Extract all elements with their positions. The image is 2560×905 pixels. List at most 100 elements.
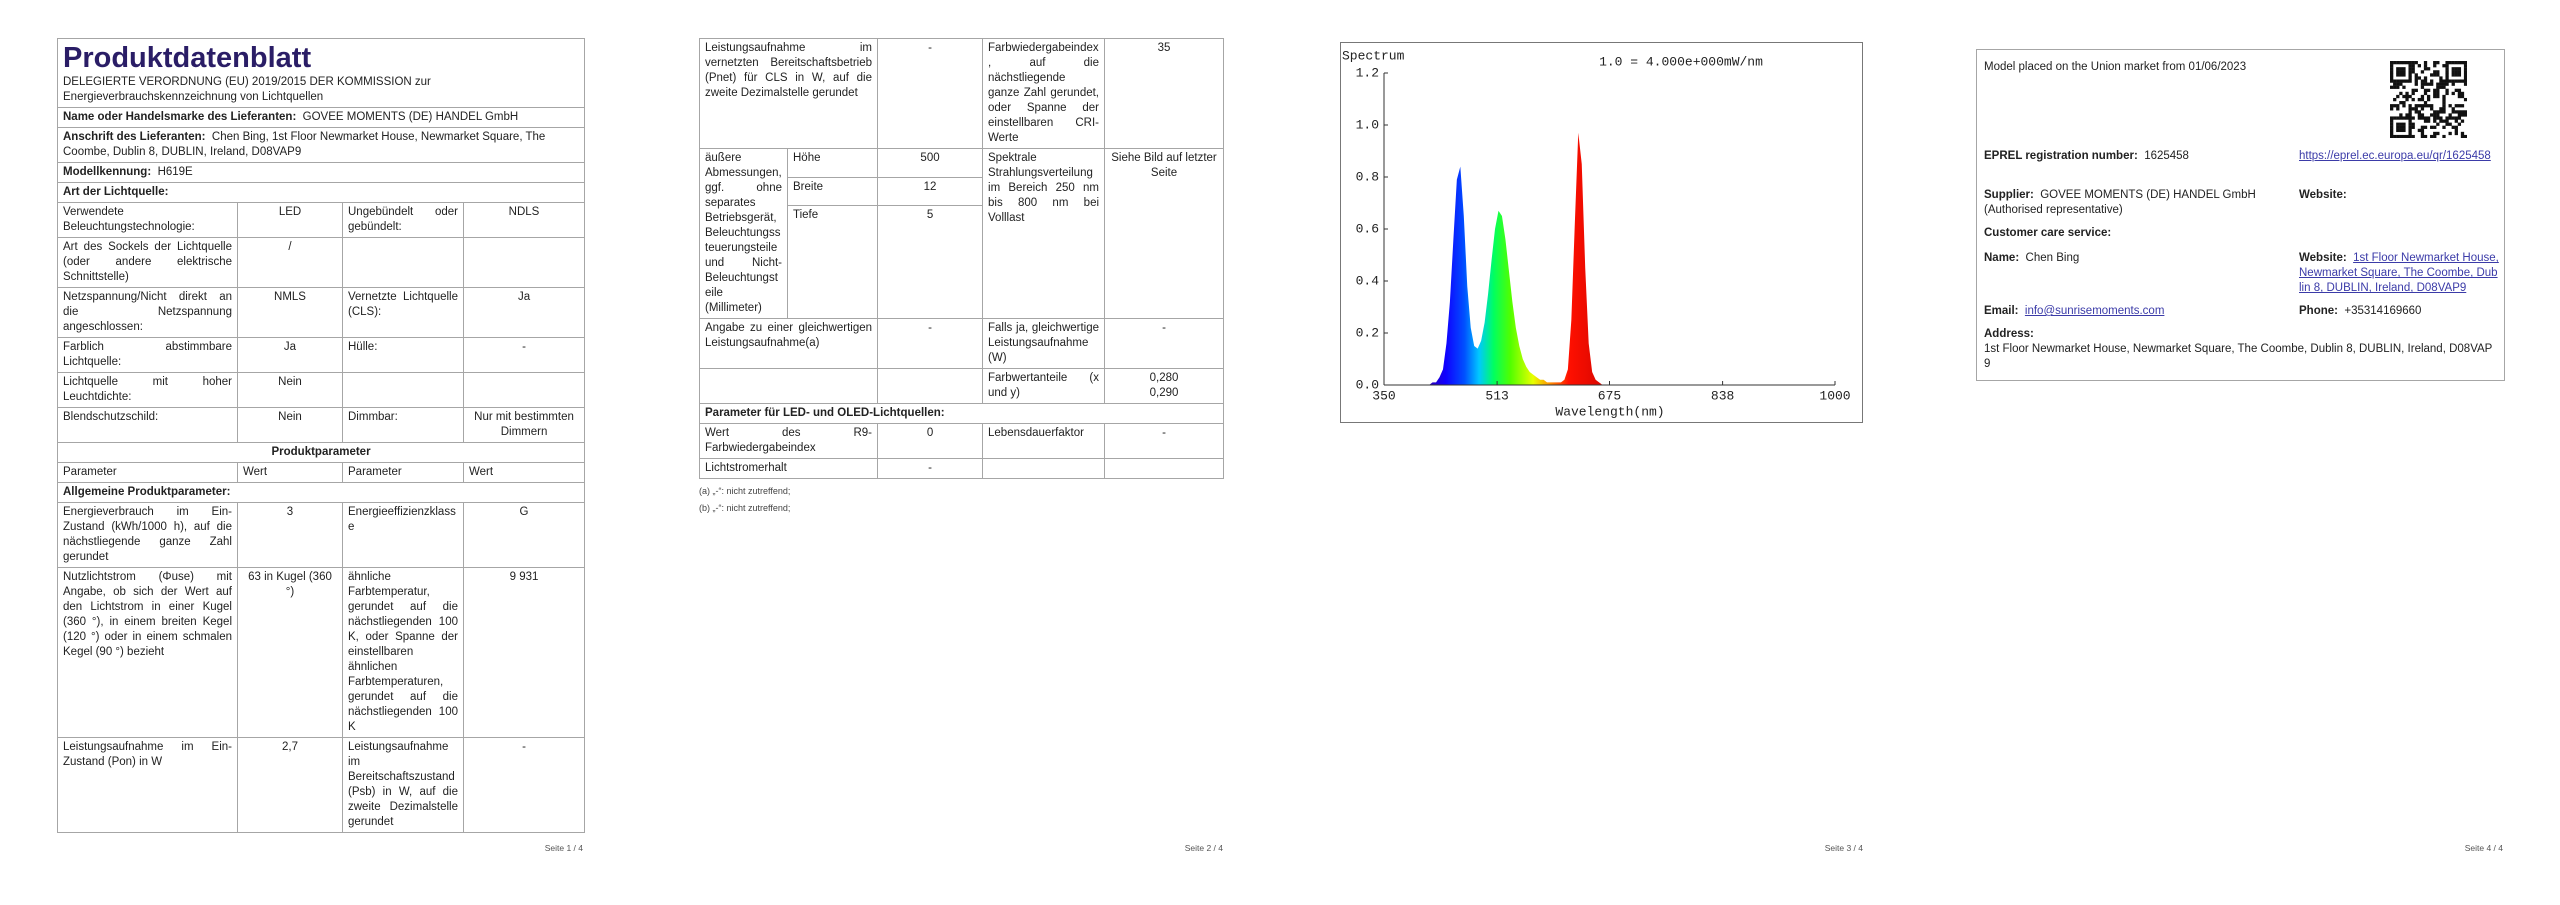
qr-module xyxy=(2420,97,2425,102)
qr-module xyxy=(2439,107,2443,111)
qr-module xyxy=(2390,73,2394,77)
qr-module xyxy=(2445,76,2449,80)
qr-module xyxy=(2445,64,2449,68)
label: Website: xyxy=(2299,252,2347,264)
qr-module xyxy=(2448,122,2452,126)
qr-module xyxy=(2451,67,2455,71)
qr-module xyxy=(2454,67,2458,71)
qr-module xyxy=(2411,61,2415,65)
qr-module xyxy=(2423,76,2428,80)
qr-module xyxy=(2445,70,2449,74)
table-row: Name oder Handelsmarke des Lieferanten: … xyxy=(56,107,586,128)
qr-module xyxy=(2408,79,2412,83)
qr-module xyxy=(2411,125,2415,129)
table-cell xyxy=(698,368,879,404)
qr-module xyxy=(2408,110,2412,114)
qr-module xyxy=(2436,82,2440,86)
qr-module xyxy=(2390,107,2394,111)
y-tick-label: 0.4 xyxy=(1356,273,1380,288)
qr-module xyxy=(2448,61,2452,65)
table-cell: 35 xyxy=(1104,38,1225,149)
qr-module xyxy=(2405,61,2409,65)
qr-module xyxy=(2420,113,2425,117)
table-cell: - xyxy=(1104,423,1225,459)
table-cell: Falls ja, gleichwertige Leistungsaufnahm… xyxy=(982,318,1106,369)
qr-module xyxy=(2454,116,2458,120)
table-cell xyxy=(982,458,1106,479)
qr-module xyxy=(2408,122,2412,126)
email-link[interactable]: info@sunrisemoments.com xyxy=(2024,305,2165,317)
qr-module xyxy=(2399,113,2403,117)
qr-module xyxy=(2451,73,2455,77)
table-cell: Energieverbrauch im Ein-Zustand (kWh/100… xyxy=(57,502,238,568)
qr-module xyxy=(2460,134,2465,138)
qr-module xyxy=(2454,73,2458,77)
qr-module xyxy=(2405,97,2409,102)
qr-module xyxy=(2423,134,2428,138)
qr-module xyxy=(2405,113,2409,117)
qr-module xyxy=(2390,119,2394,123)
table-row: Lichtquelle mit hoher Leuchtdichte: Nein xyxy=(57,372,586,408)
qr-module xyxy=(2417,76,2421,80)
qr-module xyxy=(2439,85,2443,89)
qr-module xyxy=(2402,116,2406,120)
qr-module xyxy=(2408,67,2412,71)
qr-code xyxy=(2390,61,2467,138)
qr-module xyxy=(2457,122,2462,126)
qr-module xyxy=(2433,94,2437,99)
market-date: Model placed on the Union market from 01… xyxy=(1984,61,2247,73)
qr-module xyxy=(2433,64,2437,68)
qr-module xyxy=(2426,119,2431,123)
qr-module xyxy=(2420,116,2425,120)
table-row: Parameter Wert Parameter Wert xyxy=(57,462,586,483)
qr-module xyxy=(2420,79,2425,83)
table-cell: 12 xyxy=(877,176,984,206)
qr-module xyxy=(2457,79,2462,83)
qr-module xyxy=(2396,128,2400,133)
qr-module xyxy=(2411,88,2415,92)
qr-module xyxy=(2433,91,2437,96)
qr-module xyxy=(2433,73,2437,77)
page: Seite 2 / 4 Leistungsaufnahme im vernetz… xyxy=(640,0,1280,905)
x-axis-label: Wavelength(nm) xyxy=(1555,404,1664,419)
qr-module xyxy=(2420,85,2425,89)
qr-module xyxy=(2426,97,2431,102)
qr-module xyxy=(2457,73,2462,77)
qr-module xyxy=(2417,110,2421,114)
section-heading: Parameter für LED- und OLED-Lichtquellen… xyxy=(698,403,1225,424)
qr-module xyxy=(2411,67,2415,71)
qr-module xyxy=(2454,88,2458,92)
qr-module xyxy=(2454,61,2458,65)
table-row: Farbwertanteile (x und y) 0,280 0,290 xyxy=(698,368,1225,404)
qr-module xyxy=(2402,94,2406,99)
label: Website: xyxy=(2299,189,2347,201)
qr-module xyxy=(2390,64,2394,68)
spectrum-chart: Spectrum 1.0 = 4.000e+000mW/nm Wavelengt… xyxy=(1340,42,1863,423)
x-tick-label: 838 xyxy=(1711,388,1734,403)
table-row: Art des Sockels der Lichtquelle (oder an… xyxy=(57,237,586,288)
qr-module xyxy=(2390,61,2394,65)
qr-module xyxy=(2390,122,2394,126)
qr-module xyxy=(2436,116,2440,120)
table-cell: 63 in Kugel (360 °) xyxy=(237,567,343,738)
qr-module xyxy=(2405,94,2409,99)
qr-module xyxy=(2457,70,2462,74)
table-row: Lichtstromerhalt - xyxy=(698,458,1225,479)
qr-module xyxy=(2457,94,2462,99)
chart-frame xyxy=(1340,42,1863,423)
qr-module xyxy=(2399,61,2403,65)
website-link[interactable]: 1st Floor Newmarket House, Newmarket Squ… xyxy=(2299,252,2499,294)
qr-module xyxy=(2433,88,2437,92)
qr-module xyxy=(2426,116,2431,120)
qr-module xyxy=(2457,104,2462,108)
qr-module xyxy=(2436,73,2440,77)
qr-module xyxy=(2420,94,2425,99)
qr-module xyxy=(2390,104,2394,108)
table-cell: - xyxy=(877,458,984,479)
table-cell: G xyxy=(462,502,586,568)
qr-module xyxy=(2420,104,2425,108)
qr-module xyxy=(2420,125,2425,129)
table-cell: Blendschutzschild: xyxy=(57,407,238,443)
qr-module xyxy=(2396,73,2400,77)
eprel-link[interactable]: https://eprel.ec.europa.eu/qr/1625458 xyxy=(2299,150,2491,162)
